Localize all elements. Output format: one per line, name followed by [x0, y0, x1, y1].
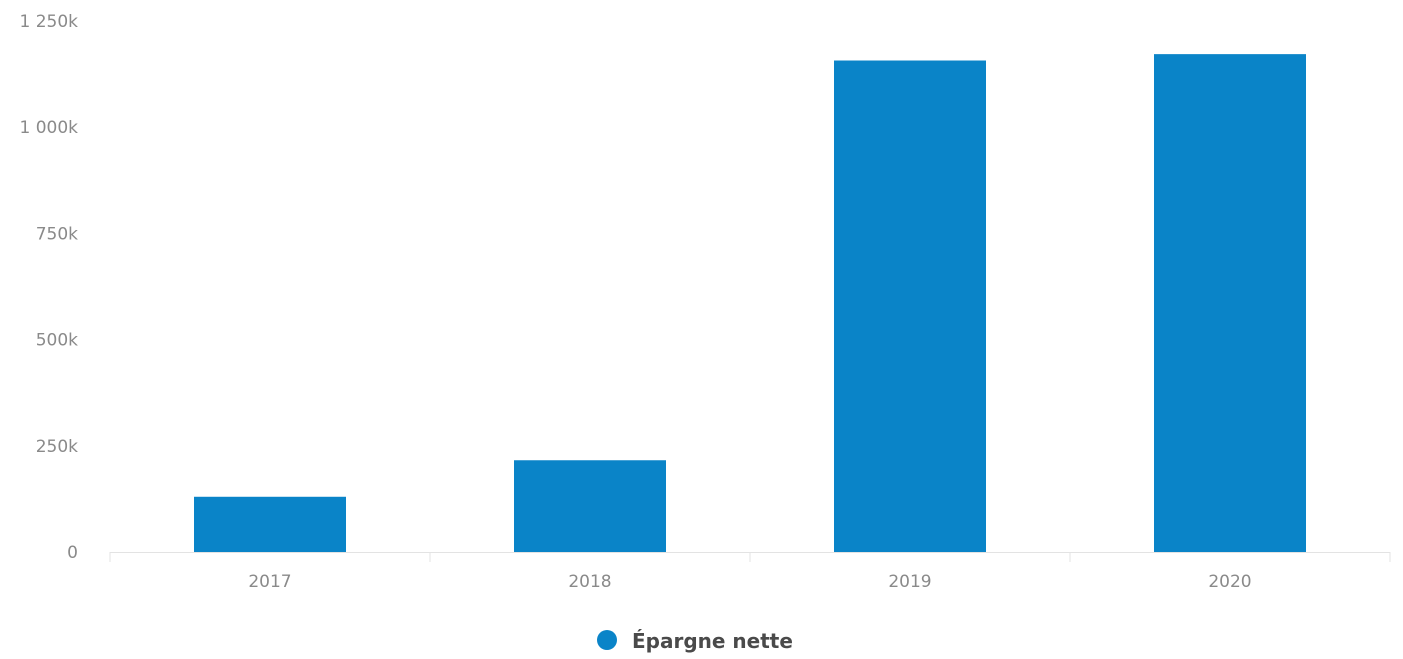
bar-series [194, 54, 1306, 552]
x-tick-label: 2017 [248, 572, 291, 592]
y-tick-label: 0 [67, 543, 78, 563]
bar-2020[interactable] [1154, 54, 1306, 552]
y-axis: 0 250k 500k 750k 1 000k 1 250k [19, 12, 78, 563]
legend-item[interactable]: Épargne nette [597, 629, 793, 653]
bar-2018[interactable] [514, 460, 666, 552]
y-tick-label: 250k [36, 437, 78, 457]
legend-marker [597, 630, 617, 650]
legend[interactable]: Épargne nette [597, 629, 793, 653]
x-tick-label: 2020 [1208, 572, 1251, 592]
bar-2019[interactable] [834, 60, 986, 552]
x-tick-label: 2018 [568, 572, 611, 592]
y-tick-label: 500k [36, 331, 78, 351]
x-axis: 2017 2018 2019 2020 [109, 552, 1391, 592]
y-tick-label: 750k [36, 224, 78, 244]
x-tick-label: 2019 [888, 572, 931, 592]
legend-label: Épargne nette [632, 629, 793, 653]
y-tick-label: 1 250k [19, 12, 78, 32]
bar-2017[interactable] [194, 496, 346, 552]
y-tick-label: 1 000k [19, 118, 78, 138]
